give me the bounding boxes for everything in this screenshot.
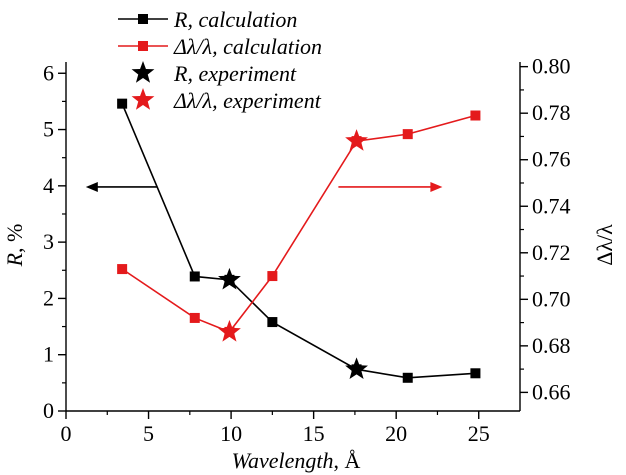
series-1-point [117,264,128,275]
y-left-tick-label: 3 [43,229,54,254]
y-right-tick-label: 0.80 [532,54,571,79]
series-0-line [121,103,476,379]
y-right-tick-label: 0.74 [532,193,571,218]
legend-item: Δλ/λ, experiment [131,88,322,113]
plot-area: 0 5 10 15 20 25 0 1 2 3 4 5 6 0.66 0.68 0.70 0.72 0.74 0.7… [43,54,571,446]
legend-star-marker [131,61,155,83]
y-left-tick-label: 6 [43,60,54,85]
y-left-tick-label: 2 [43,285,54,310]
x-tick-label: 25 [468,421,490,446]
y-left-tick-label: 4 [43,173,54,198]
series-3-point [345,129,368,151]
series-1-point [267,271,278,282]
legend-label: R, calculation [173,7,297,32]
y-left-tick-label: 1 [43,342,54,367]
legend-label: Δλ/λ, experiment [173,88,322,113]
series-3-point [218,319,241,342]
y-left-title-unit: , % [2,224,27,253]
x-axis-title: Wavelength, Å [232,448,361,473]
y-right-tick-label: 0.68 [532,333,571,358]
legend-label: Δλ/λ, calculation [173,34,322,59]
y-right-tick-label: 0.72 [532,240,571,265]
y-right-tick-label: 0.78 [532,100,571,125]
series-2-point [218,267,241,290]
series-0-point [470,368,481,379]
y-left-tick-label: 0 [43,398,54,423]
series-1-point [402,129,413,140]
series-0-point [189,271,200,282]
legend-star-marker [131,88,155,110]
x-tick-label: 5 [143,421,154,446]
legend-square-marker [138,14,148,24]
x-title-unit: , Å [333,448,360,473]
series-1-line [121,114,476,333]
annotation-arrow-head [85,181,98,192]
series-1-point [189,312,200,323]
legend-item: Δλ/λ, calculation [118,34,322,59]
x-tick-label: 0 [61,421,72,446]
annotation-arrow-head [430,181,443,192]
legend-item: R, experiment [131,61,297,86]
x-tick-label: 15 [303,421,325,446]
y-left-tick-label: 5 [43,117,54,142]
x-tick-label: 10 [220,421,242,446]
series-0-point [117,98,128,109]
y-right-tick-label: 0.66 [532,379,571,404]
series-0-point [402,372,413,383]
y-right-tick-label: 0.70 [532,286,571,311]
x-tick-label: 20 [385,421,407,446]
series-2-point [345,357,368,380]
y-right-tick-label: 0.76 [532,147,571,172]
legend-square-marker [138,41,148,51]
y-left-title-symbol: R [2,252,27,267]
x-title-word: Wavelength [232,448,334,473]
legend-item: R, calculation [118,7,297,32]
y-axis-right-title: Δλ/λ [592,224,617,266]
legend-label: R, experiment [173,61,297,86]
series-0-point [267,317,278,328]
series-1-point [470,110,481,121]
y-axis-left-title: R, % [2,224,27,268]
